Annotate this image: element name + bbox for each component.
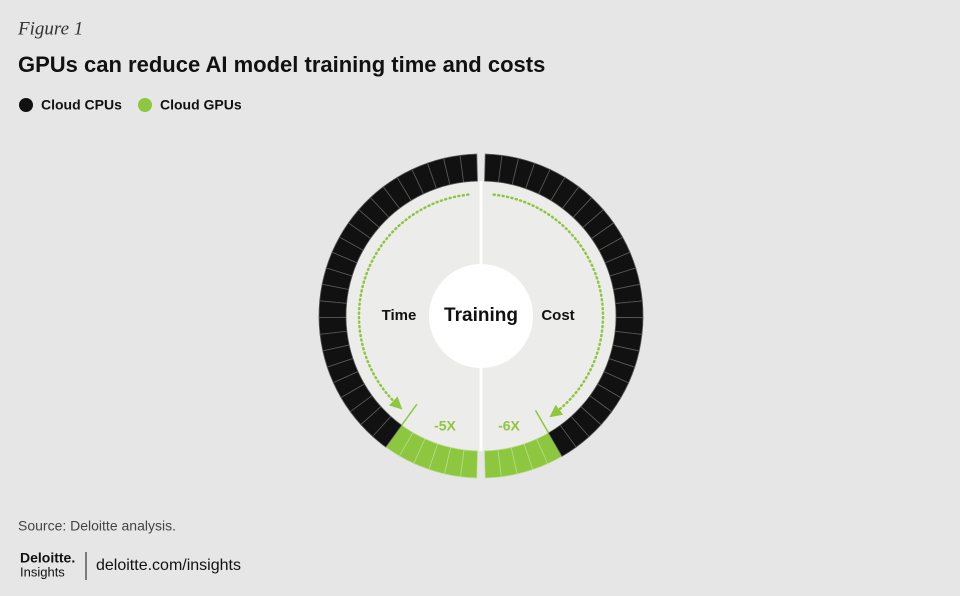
gpu-segment — [460, 449, 478, 479]
legend-label: Cloud GPUs — [160, 97, 242, 113]
logo-name: Deloitte. — [20, 550, 75, 566]
value-label: -6X — [498, 418, 520, 434]
center-circle — [429, 264, 533, 368]
half-label: Time — [382, 307, 417, 324]
logo-sub: Insights — [20, 564, 65, 579]
url: deloitte.com/insights — [96, 557, 241, 574]
value-label: -5X — [434, 418, 456, 434]
cpu-segment — [318, 300, 348, 318]
half-label: Cost — [541, 307, 574, 324]
legend-swatch — [138, 98, 152, 112]
ring-chart: Cloud CPUs Cloud GPUs -5X Time -6X Cost Traini… — [19, 97, 644, 479]
cpu-segment — [614, 300, 644, 319]
dotted-arrow — [357, 193, 470, 410]
title: GPUs can reduce AI model training time a… — [18, 52, 545, 77]
gpu-segment — [484, 449, 502, 479]
legend-label: Cloud CPUs — [41, 97, 122, 113]
figure-label: Figure 1 — [17, 18, 83, 39]
legend-swatch — [19, 98, 33, 112]
gpu-marker — [534, 410, 550, 434]
gpu-marker — [401, 403, 418, 426]
center-label: Training — [444, 305, 518, 326]
source: Source: Deloitte analysis. — [18, 518, 176, 534]
dotted-arrow — [492, 193, 605, 418]
